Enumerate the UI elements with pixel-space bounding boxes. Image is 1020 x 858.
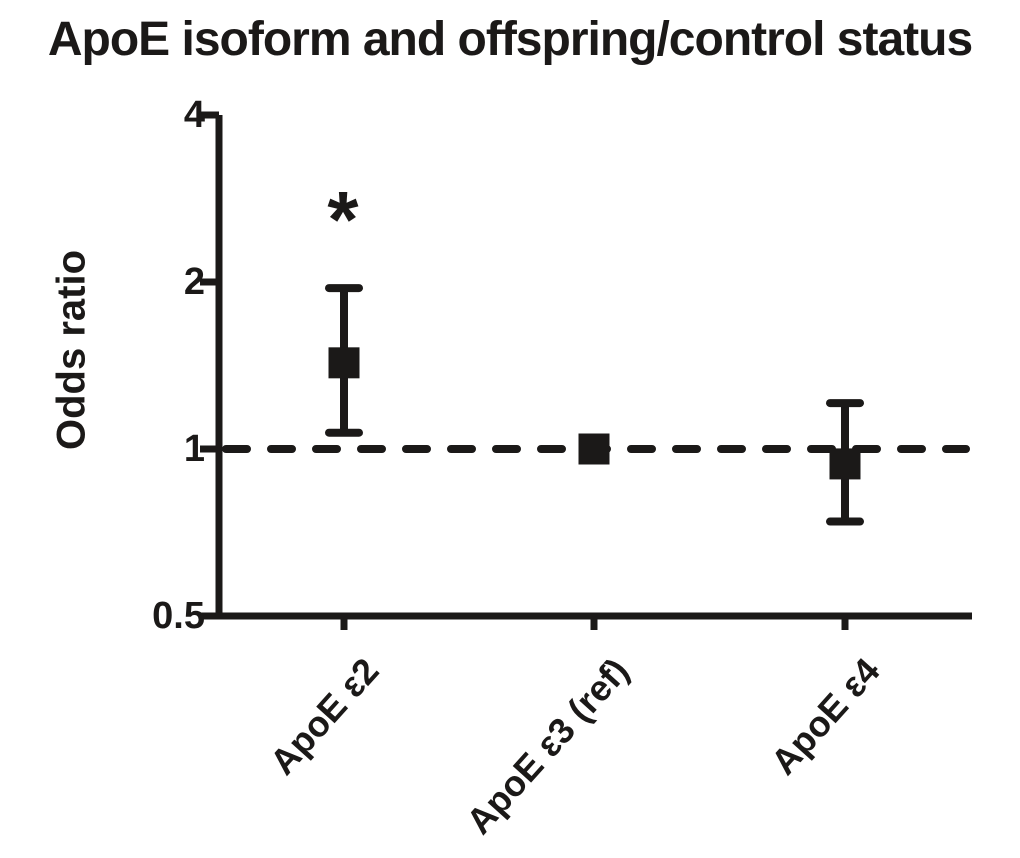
y-tick-label-1: 1 [183,428,205,470]
y-tick-label-4: 4 [183,94,205,136]
y-tick-label-2: 2 [183,261,205,303]
y-tick-label-0_5: 0.5 [152,595,205,637]
chart-title: ApoE isoform and offspring/control statu… [47,13,973,66]
significance-asterisk: * [327,175,359,264]
